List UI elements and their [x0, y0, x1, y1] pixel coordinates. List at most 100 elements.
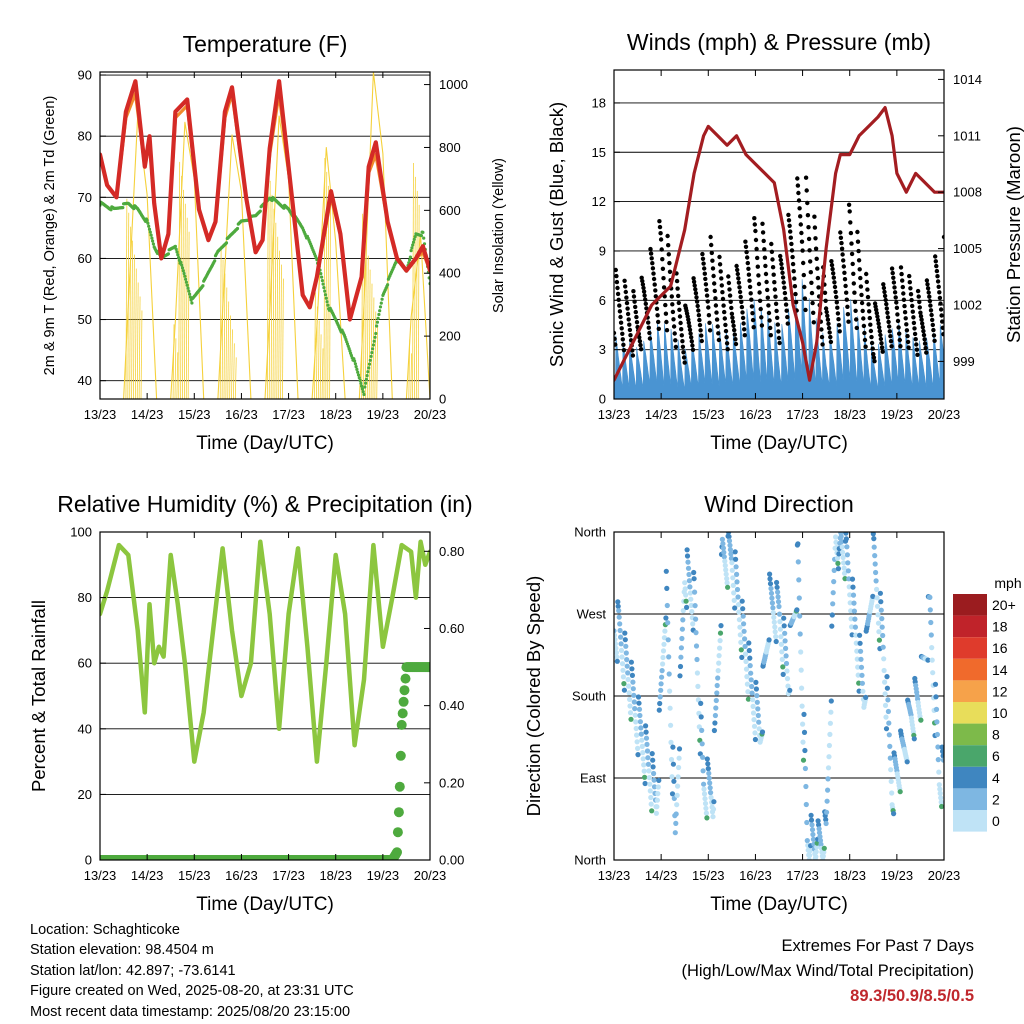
direction-point [746, 640, 752, 646]
gust-point [756, 273, 761, 278]
x-axis-label: Time (Day/UTC) [196, 433, 334, 454]
direction-point [935, 757, 941, 763]
direction-point [678, 654, 684, 660]
gust-point [655, 313, 660, 318]
direction-point [676, 755, 682, 761]
gust-point [815, 275, 821, 281]
dewpoint-point [374, 331, 378, 336]
gust-point [894, 300, 899, 305]
direction-point [759, 729, 766, 735]
direction-point [818, 841, 824, 848]
gust-point [802, 284, 807, 290]
direction-point [939, 744, 944, 750]
direction-point [621, 681, 627, 687]
gust-point [634, 320, 640, 325]
direction-point [658, 681, 664, 687]
direction-point [615, 599, 621, 605]
gust-point [819, 327, 824, 332]
solar-spike [187, 231, 190, 399]
direction-point [728, 551, 734, 557]
legend-title: mph [994, 575, 1021, 591]
gust-point [759, 315, 764, 320]
gust-point [692, 283, 697, 288]
gust-point [825, 313, 830, 318]
direction-point [795, 541, 801, 547]
gust-point [695, 303, 700, 309]
direction-point [650, 757, 656, 763]
precip-point [392, 827, 403, 838]
gust-point [703, 282, 709, 287]
direction-point [740, 613, 746, 619]
plot-area [100, 72, 430, 399]
gust-point [858, 284, 864, 289]
direction-point [888, 778, 894, 785]
direction-point [845, 568, 851, 574]
x-tick-label: 15/23 [178, 868, 211, 883]
direction-point [618, 647, 625, 654]
direction-point [841, 565, 847, 571]
gust-point [890, 270, 895, 276]
gust-point [918, 314, 924, 319]
direction-point [853, 632, 859, 638]
direction-point [857, 632, 863, 638]
direction-point [695, 683, 701, 690]
direction-point [770, 610, 776, 616]
direction-point [648, 801, 654, 807]
gust-point [679, 333, 684, 338]
gust-point [740, 310, 745, 315]
direction-point [775, 594, 781, 600]
direction-point [876, 637, 883, 643]
direction-point [783, 645, 789, 652]
direction-point [699, 741, 705, 747]
direction-point [706, 775, 712, 781]
gust-point [838, 235, 844, 240]
gust-point [866, 302, 871, 307]
direction-point [841, 560, 847, 566]
direction-point [614, 636, 618, 643]
solar-spike [272, 208, 275, 399]
gust-point [702, 271, 707, 276]
gust-point [712, 281, 717, 286]
gust-point [649, 256, 654, 261]
direction-point [852, 624, 859, 630]
direction-point [683, 598, 689, 604]
solar-spike [125, 198, 128, 399]
gust-point [833, 289, 838, 295]
gust-point [680, 339, 685, 344]
direction-point [679, 626, 686, 632]
direction-point [614, 650, 619, 656]
direction-point [927, 607, 933, 613]
direction-point [801, 711, 807, 718]
dewpoint-point [421, 230, 425, 234]
gust-point [661, 285, 667, 290]
direction-point [748, 677, 754, 683]
direction-point [770, 605, 776, 611]
direction-point [713, 705, 719, 711]
direction-point [737, 624, 743, 630]
gust-point [728, 299, 733, 304]
gust-point [693, 287, 698, 292]
gust-point [822, 290, 828, 295]
gust-point [931, 327, 936, 333]
legend-swatch [953, 788, 987, 810]
gust-point [758, 306, 763, 312]
gust-point [746, 272, 752, 277]
direction-point [670, 761, 677, 767]
gust-point [709, 242, 714, 248]
gust-point [832, 284, 838, 290]
gust-point [811, 310, 816, 315]
direction-point [693, 616, 699, 622]
gust-point [740, 315, 746, 321]
gust-point [682, 360, 687, 365]
gust-point [633, 309, 638, 315]
direction-point [870, 532, 876, 537]
gust-point [823, 306, 829, 311]
direction-point [694, 656, 700, 663]
gust-point [864, 271, 869, 277]
direction-point [804, 838, 810, 844]
dewpoint-point [177, 256, 181, 260]
direction-point [742, 636, 748, 642]
solar-spike [223, 273, 226, 399]
direction-point [781, 623, 787, 629]
gust-point [766, 303, 771, 308]
